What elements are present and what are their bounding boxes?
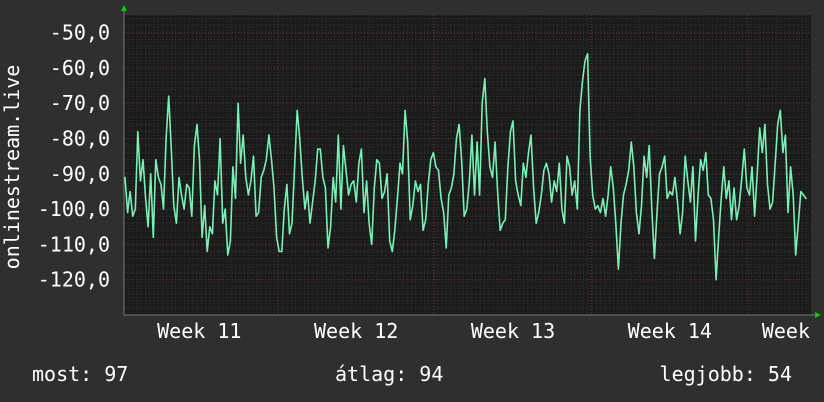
y-tick-label: -110,0: [38, 232, 110, 256]
average-value: átlag: 94: [335, 362, 444, 386]
y-tick-label: -90,0: [50, 162, 110, 186]
best-value: legjobb: 54: [659, 362, 792, 386]
x-tick-label: Week 11: [157, 319, 241, 343]
y-tick-label: -50,0: [50, 21, 110, 45]
y-axis-arrow: [121, 5, 127, 11]
x-tick-label: Week 14: [628, 319, 712, 343]
x-tick-label: Week 12: [314, 319, 398, 343]
y-tick-label: -100,0: [38, 197, 110, 221]
x-tick-label: Week: [762, 319, 810, 343]
y-tick-label: -80,0: [50, 127, 110, 151]
x-axis-arrow: [815, 312, 821, 318]
y-axis-label: onlinestream.live: [0, 65, 24, 270]
series-line: [124, 52, 807, 281]
y-tick-label: -120,0: [38, 268, 110, 292]
current-value: most: 97: [32, 362, 129, 386]
x-tick-label: Week 13: [471, 319, 555, 343]
y-tick-label: -60,0: [50, 56, 110, 80]
y-tick-label: -70,0: [50, 91, 110, 115]
